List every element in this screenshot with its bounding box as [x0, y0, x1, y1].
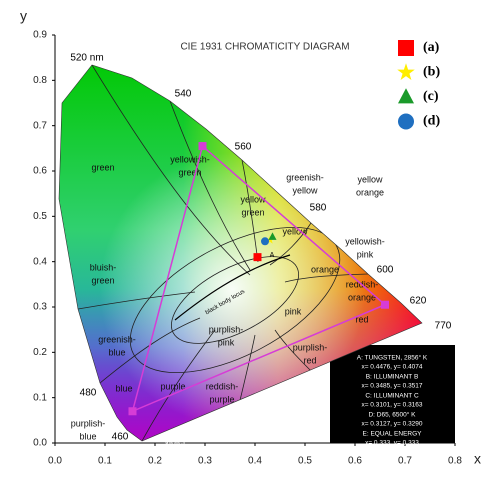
annotation: yellow: [240, 194, 266, 204]
legend-label: (c): [423, 89, 439, 104]
annotation: x= 0.3127, y= 0.3290: [361, 421, 422, 428]
x-tick-label: 0.4: [248, 456, 262, 467]
annotation: green: [178, 167, 201, 177]
legend-marker: [397, 63, 415, 80]
annotation: yellowish-: [170, 154, 210, 164]
annotation: pink: [357, 249, 374, 259]
data-point: [253, 253, 262, 262]
x-tick-label: 0.2: [148, 456, 162, 467]
y-tick-label: 0.5: [33, 211, 47, 222]
legend-label: (b): [423, 65, 440, 80]
y-tick-label: 0.6: [33, 166, 47, 177]
annotation: yellow: [357, 174, 383, 184]
annotation: purplish-: [71, 418, 106, 428]
annotation: reddish-: [206, 381, 239, 391]
x-tick-label: 0.5: [298, 456, 312, 467]
y-tick-label: 0.9: [33, 30, 47, 41]
legend-label: (a): [423, 40, 440, 55]
annotation: greenish-: [98, 334, 136, 344]
y-tick-label: 0.3: [33, 302, 47, 313]
annotation: A: [270, 252, 275, 259]
annotation: x= 0.333, y= 0.333: [365, 440, 419, 447]
legend-label: (d): [423, 114, 440, 129]
annotation: orange: [348, 292, 376, 302]
gamut-vertex: [381, 300, 389, 309]
annotation: green: [91, 162, 114, 172]
data-point: [268, 232, 277, 240]
annotation: purplish-: [293, 342, 328, 352]
annotation: 620: [410, 296, 427, 307]
annotation: E: EQUAL ENERGY: [363, 431, 423, 438]
legend-marker: [398, 88, 414, 104]
y-tick-label: 0.2: [33, 347, 47, 358]
x-axis-label: x: [474, 451, 481, 467]
gamut-vertex: [198, 142, 207, 151]
annotation: blue: [115, 383, 132, 393]
annotation: yellow: [292, 185, 318, 195]
annotation: x= 0.3101, y= 0.3163: [361, 402, 422, 409]
y-tick-label: 0.8: [33, 75, 47, 86]
annotation: green: [91, 275, 114, 285]
annotation: CIE 1931 CHROMATICITY DIAGRAM: [180, 42, 349, 53]
y-tick-label: 0.1: [33, 392, 47, 403]
annotation: C: ILLUMINANT C: [365, 393, 419, 400]
annotation: 560: [235, 142, 252, 153]
gamut-vertex: [128, 407, 137, 416]
annotation: pink: [285, 306, 302, 316]
x-tick-label: 0.0: [48, 456, 62, 467]
annotation: x= 0.3485, y= 0.3517: [361, 383, 422, 390]
annotation: orange: [311, 264, 339, 274]
annotation: A: TUNGSTEN, 2856° K: [357, 354, 428, 362]
annotation: yellowish-: [345, 236, 385, 246]
y-tick-label: 0.4: [33, 256, 47, 267]
annotation: purple: [209, 394, 234, 404]
gamut-triangle: [131, 144, 387, 413]
annotation: orange: [356, 187, 384, 197]
annotation: red: [303, 355, 316, 365]
annotation: red: [355, 314, 368, 324]
annotation: 600: [377, 265, 394, 276]
y-axis-label: y: [20, 8, 27, 24]
annotation: bluish-: [90, 262, 117, 272]
annotation: yellow: [282, 226, 308, 236]
x-tick-label: 0.8: [448, 456, 462, 467]
x-tick-label: 0.6: [348, 456, 362, 467]
annotation: blue: [79, 431, 96, 441]
data-point: [261, 237, 269, 246]
annotation: pink: [218, 337, 235, 347]
legend-marker: [398, 40, 414, 56]
annotation: 480: [80, 388, 97, 399]
y-tick-label: 0.0: [33, 438, 47, 449]
annotation: greenish-: [286, 172, 324, 182]
annotation: 460: [112, 432, 129, 443]
legend-panel: [330, 345, 455, 443]
annotation: x= 0.4476, y= 0.4074: [361, 364, 422, 371]
annotation: purple: [160, 381, 185, 391]
annotation: 770: [435, 321, 452, 332]
annotation: B: ILLUMINANT B: [366, 374, 419, 381]
annotation: 580: [310, 203, 327, 214]
x-tick-label: 0.3: [198, 456, 212, 467]
x-tick-label: 0.7: [398, 456, 412, 467]
x-tick-label: 0.1: [98, 456, 112, 467]
y-tick-label: 0.7: [33, 120, 47, 131]
annotation: D: D65, 6500° K: [368, 411, 416, 419]
legend-marker: [398, 113, 414, 130]
annotation: violet: [164, 436, 186, 446]
annotation: purplish-: [209, 324, 244, 334]
annotation: blue: [108, 347, 125, 357]
annotation: 540: [175, 89, 192, 100]
annotation: 520 nm: [70, 53, 103, 64]
annotation: green: [241, 207, 264, 217]
